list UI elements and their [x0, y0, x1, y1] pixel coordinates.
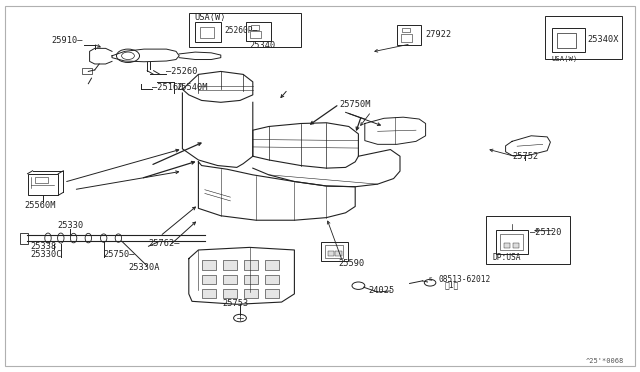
- Text: —25120: —25120: [530, 228, 561, 237]
- Text: 25560M: 25560M: [24, 201, 56, 210]
- Text: 25260P—: 25260P—: [224, 26, 257, 35]
- Bar: [223, 260, 237, 270]
- Bar: [28, 174, 58, 195]
- Bar: [202, 275, 216, 284]
- Text: 25753: 25753: [223, 299, 249, 308]
- Bar: [397, 25, 421, 45]
- Bar: [500, 234, 523, 250]
- Text: 25330C: 25330C: [31, 250, 62, 259]
- Text: USA⟨W⟩: USA⟨W⟩: [552, 55, 578, 62]
- Text: 27922: 27922: [426, 30, 452, 39]
- Bar: [504, 243, 510, 248]
- Text: DP:USA: DP:USA: [493, 253, 522, 262]
- Text: S: S: [429, 277, 433, 282]
- Text: 24025: 24025: [368, 286, 394, 295]
- Bar: [557, 33, 576, 48]
- Bar: [265, 275, 279, 284]
- Bar: [244, 260, 258, 270]
- Text: 25340X: 25340X: [588, 35, 619, 44]
- Text: —25160: —25160: [152, 83, 184, 92]
- Text: 25330: 25330: [58, 221, 84, 230]
- Bar: [265, 260, 279, 270]
- Bar: [223, 275, 237, 284]
- Text: 25590: 25590: [338, 259, 364, 268]
- Bar: [328, 251, 334, 256]
- Bar: [20, 232, 28, 244]
- Bar: [545, 16, 622, 59]
- Text: 25330A: 25330A: [128, 263, 159, 272]
- Bar: [202, 260, 216, 270]
- Bar: [195, 22, 221, 42]
- Text: 25762—: 25762—: [148, 239, 180, 248]
- Bar: [250, 31, 261, 38]
- Bar: [82, 68, 92, 74]
- Text: 25340: 25340: [250, 41, 276, 50]
- Text: 25910—: 25910—: [51, 36, 83, 45]
- Text: 08513-62012: 08513-62012: [438, 275, 491, 284]
- Bar: [35, 177, 48, 183]
- Bar: [265, 289, 279, 298]
- Bar: [200, 27, 214, 38]
- Text: ^25'*0068: ^25'*0068: [586, 358, 624, 364]
- Bar: [321, 242, 348, 261]
- Bar: [402, 28, 410, 32]
- Bar: [246, 22, 271, 41]
- Text: —25260: —25260: [166, 67, 198, 76]
- Bar: [244, 275, 258, 284]
- Bar: [335, 251, 342, 256]
- Text: USA⟨W⟩: USA⟨W⟩: [195, 13, 226, 22]
- Bar: [486, 216, 570, 264]
- Text: 25750—: 25750—: [104, 250, 135, 259]
- Text: 25338: 25338: [31, 242, 57, 251]
- Bar: [251, 25, 259, 30]
- Bar: [189, 13, 301, 46]
- Text: 25540M: 25540M: [176, 83, 207, 92]
- Text: 25752: 25752: [512, 152, 538, 161]
- Text: 25750M: 25750M: [339, 100, 371, 109]
- Bar: [244, 289, 258, 298]
- Bar: [496, 230, 528, 254]
- Bar: [202, 289, 216, 298]
- Bar: [513, 243, 519, 248]
- Text: （1）: （1）: [445, 280, 459, 289]
- Bar: [325, 245, 343, 258]
- Bar: [223, 289, 237, 298]
- Bar: [552, 28, 585, 52]
- Bar: [401, 34, 412, 42]
